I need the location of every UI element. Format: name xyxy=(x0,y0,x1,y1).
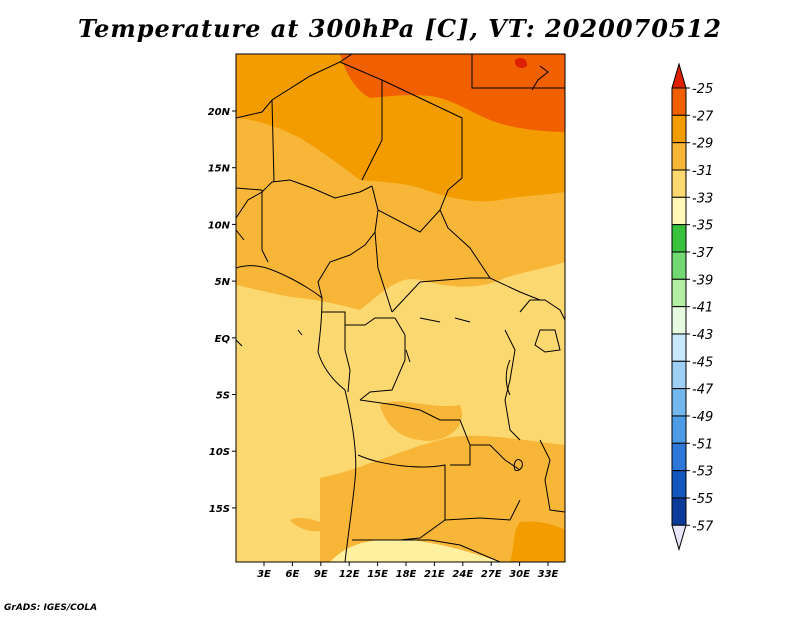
colorbar-label: -27 xyxy=(692,109,714,124)
lat-label: 10N xyxy=(208,220,231,231)
lat-label: 5N xyxy=(215,277,231,288)
colorbar-swatch xyxy=(671,442,687,472)
colorbar-label: -43 xyxy=(692,328,713,343)
country-borders xyxy=(236,54,565,562)
colorbar-swatch xyxy=(671,142,687,171)
lon-label: 18E xyxy=(396,569,417,580)
colorbar-label: -41 xyxy=(692,301,713,316)
plot-frame xyxy=(235,53,566,563)
colorbar-swatch xyxy=(671,306,687,335)
lon-label: 24E xyxy=(452,569,473,580)
lat-label: 5S xyxy=(216,391,230,402)
colorbar-label: -55 xyxy=(692,492,713,507)
colorbar-label: -49 xyxy=(692,410,713,425)
temperature-field xyxy=(236,54,565,562)
colorbar-label: -31 xyxy=(692,164,713,179)
colorbar-bottom-arrow xyxy=(671,524,687,552)
lon-label: 9E xyxy=(314,569,328,580)
colorbar-label: -39 xyxy=(692,273,713,288)
lat-label: 10S xyxy=(209,447,230,458)
lon-label: 33E xyxy=(538,569,559,580)
lon-label: 12E xyxy=(339,569,360,580)
colorbar-label: -33 xyxy=(692,191,713,206)
lat-label: 15S xyxy=(209,504,230,515)
colorbar-label: -35 xyxy=(692,219,713,234)
lon-label: 21E xyxy=(424,569,445,580)
colorbar: -25 -27 -29 -31 -33 -35 -37 -39 -41 -43 -45 -47 -49 -… xyxy=(671,62,714,552)
colorbar-swatch xyxy=(671,333,687,362)
lon-label: 3E xyxy=(257,569,271,580)
colorbar-swatch xyxy=(671,224,687,253)
lat-label: 15N xyxy=(208,164,231,175)
colorbar-label: -47 xyxy=(692,383,714,398)
colorbar-swatch xyxy=(671,470,687,499)
colorbar-label: -53 xyxy=(692,465,713,480)
colorbar-label: -25 xyxy=(692,82,713,97)
lon-label: 30E xyxy=(509,569,530,580)
colorbar-swatch xyxy=(671,278,687,308)
colorbar-swatch xyxy=(671,497,687,526)
colorbar-label: -57 xyxy=(692,519,714,534)
colorbar-swatch xyxy=(671,360,687,390)
longitude-axis: 3E 6E 9E 12E 15E 18E 21E 24E 27E 30E 33E xyxy=(257,562,559,580)
latitude-axis: 20N 15N 10N 5N EQ 5S 10S 15S xyxy=(208,107,236,515)
colorbar-swatch xyxy=(671,114,687,144)
colorbar-swatch xyxy=(671,251,687,280)
colorbar-label: -51 xyxy=(692,437,713,452)
colorbar-label: -29 xyxy=(692,137,713,152)
map-title: Temperature at 300hPa [C], VT: 202007051… xyxy=(77,14,723,43)
colorbar-swatch xyxy=(671,388,687,417)
colorbar-swatch xyxy=(671,169,687,198)
colorbar-label: -37 xyxy=(692,246,714,261)
grads-credit: GrADS: IGES/COLA xyxy=(4,603,98,613)
lon-label: 6E xyxy=(286,569,300,580)
lat-label: EQ xyxy=(215,334,231,345)
lon-label: 15E xyxy=(367,569,388,580)
colorbar-swatch xyxy=(671,87,687,116)
lat-label: 20N xyxy=(208,107,231,118)
colorbar-swatch xyxy=(671,415,687,444)
colorbar-swatch xyxy=(671,196,687,226)
colorbar-top-arrow xyxy=(671,62,687,89)
colorbar-label: -45 xyxy=(692,355,713,370)
lon-label: 27E xyxy=(481,569,502,580)
